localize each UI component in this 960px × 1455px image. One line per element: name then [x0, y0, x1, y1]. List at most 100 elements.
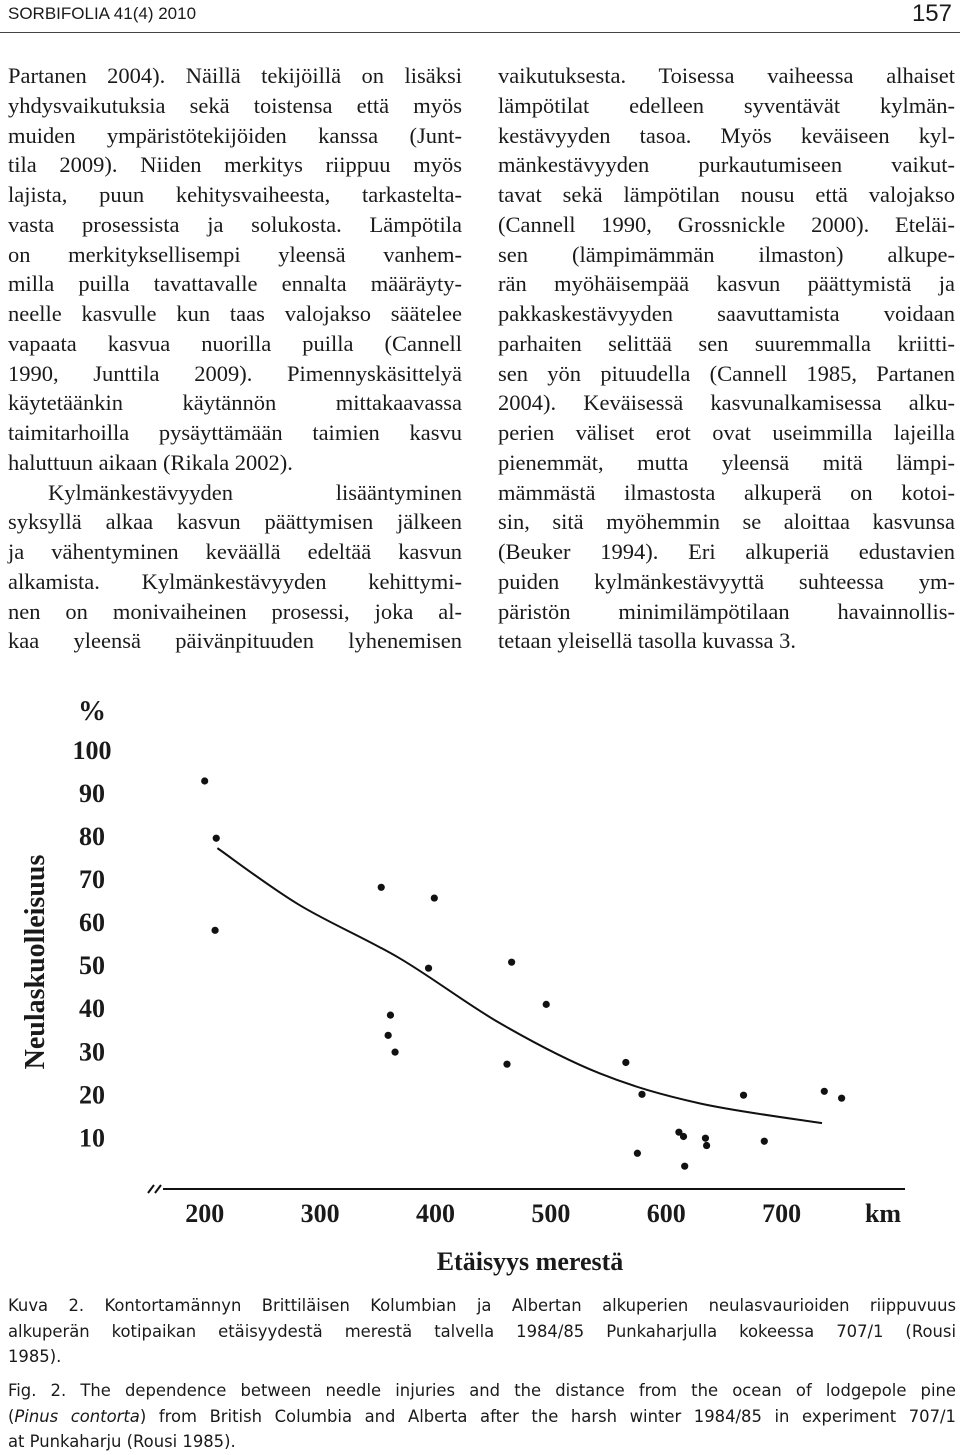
caption-line: (Pinus contorta) from British Columbia a…: [8, 1406, 956, 1428]
text-line: milla puilla tavattavalle ennalta määräy…: [8, 271, 462, 297]
data-point: [638, 1090, 646, 1098]
x-tick-label: 500: [531, 1199, 570, 1228]
caption-text: ) from British Columbia and Alberta afte…: [139, 1406, 956, 1426]
text-line: alkamista. Kylmänkestävyyden kehittymi-: [8, 568, 462, 594]
data-point: [508, 958, 516, 966]
data-point: [838, 1094, 846, 1102]
text-line: parhaiten selittää sen suuremmalla kriit…: [498, 330, 955, 356]
y-tick-label: 50: [79, 951, 105, 980]
x-tick-label: 400: [416, 1199, 455, 1228]
text-line: 1990, Junttila 2009). Pimennyskäsittelyä: [8, 360, 462, 386]
x-unit: km: [865, 1199, 901, 1228]
text-line: taimitarhoilla pysäyttämään taimien kasv…: [8, 420, 462, 445]
text-line: tavat sekä lämpötilan nousu että valojak…: [498, 182, 955, 207]
data-point: [703, 1141, 711, 1150]
data-point: [542, 1000, 550, 1008]
text-line: Partanen 2004). Näillä tekijöillä on lis…: [8, 63, 462, 88]
y-tick-label: 100: [73, 736, 112, 765]
text-line: käytetäänkin käytännön mittakaavassa: [8, 390, 462, 416]
data-point: [391, 1048, 399, 1056]
data-point: [424, 964, 433, 972]
caption-text: (: [8, 1406, 15, 1426]
page-number: 157: [911, 0, 952, 27]
caption-line: at Punkaharju (Rousi 1985).: [8, 1432, 236, 1451]
data-point: [675, 1128, 683, 1136]
text-line: nen on monivaiheinen prosessi, joka al-: [8, 598, 462, 624]
y-tick-label: 70: [79, 865, 105, 894]
text-line: haluttuun aikaan (Rikala 2002).: [8, 449, 293, 475]
text-line: kaa yleensä päivänpituuden lyhenemisen: [8, 628, 462, 654]
text-line: vaikutuksesta. Toisessa vaiheessa alhais…: [498, 63, 955, 88]
text-line: muiden ympäristötekijöiden kanssa (Junt-: [8, 122, 462, 148]
text-line: mänkestävyyden purkautumiseen vaikut-: [498, 152, 955, 178]
x-axis-title: Etäisyys merestä: [437, 1247, 624, 1276]
x-tick-label: 300: [301, 1199, 340, 1228]
data-point: [820, 1087, 828, 1095]
text-line: vasta prosessista ja solukosta. Lämpötil…: [8, 211, 462, 237]
y-tick-label: 20: [79, 1080, 105, 1109]
text-line: sin, sitä myöhemmin se aloittaa kasvunsa: [498, 509, 955, 535]
data-point: [212, 834, 220, 842]
text-line: tila 2009). Niiden merkitys riippuu myös: [8, 152, 462, 178]
x-tick-label: 700: [762, 1199, 801, 1228]
text-line: sen (lämpimämmän ilmaston) alkupe-: [498, 241, 955, 267]
text-line: Kylmänkestävyyden lisääntyminen: [48, 479, 462, 505]
data-point: [201, 777, 209, 785]
axis-break: [147, 1184, 155, 1194]
y-tick-label: 90: [79, 779, 105, 808]
y-unit: %: [78, 696, 106, 727]
y-tick-label: 80: [79, 822, 105, 851]
data-point: [622, 1058, 630, 1067]
text-line: lämpötilat edelleen syventävät kylmän-: [498, 92, 955, 118]
header-rule: [0, 32, 960, 33]
text-line: kestävyyden tasoa. Myös keväiseen kyl-: [498, 122, 955, 148]
text-line: tetaan yleisellä tasolla kuvassa 3.: [498, 628, 797, 654]
data-point: [386, 1011, 395, 1019]
text-line: pakkaskestävyyden saavuttamista voidaan: [498, 301, 955, 326]
axis-break: [154, 1184, 162, 1194]
text-line: puiden kylmänkestävyyttä suhteessa ym-: [498, 568, 955, 594]
text-line: syksyllä alkaa kasvun päättymisen jälkee…: [8, 509, 462, 535]
text-line: (Beuker 1994). Eri alkuperiä edustavien: [498, 539, 955, 564]
data-point: [739, 1091, 748, 1099]
chart: % km Etäisyys merestä Neulaskuolleisuus …: [20, 696, 905, 1276]
text-line: vapaata kasvua nuorilla puilla (Cannell: [8, 330, 462, 356]
x-axis: [147, 1184, 905, 1194]
data-point: [430, 894, 438, 902]
text-line: perien väliset erot ovat useimmilla laje…: [498, 420, 955, 445]
data-point: [211, 926, 219, 934]
fit-curve: [216, 847, 823, 1125]
x-tick-label: 200: [185, 1199, 224, 1228]
caption-line: Kuva 2. Kontortamännyn Brittiläisen Kolu…: [8, 1296, 956, 1315]
x-tick-label: 600: [647, 1199, 686, 1228]
data-point: [384, 1031, 392, 1039]
y-tick-label: 60: [79, 908, 105, 937]
text-line: neelle kasvulle kun taas valojakso sääte…: [8, 301, 462, 326]
text-line: pienemmät, mutta yleensä mitä lämpi-: [498, 449, 955, 475]
species-name: Pinus contorta: [14, 1406, 140, 1426]
text-line: rän myöhäisempää kasvun päättymistä ja: [498, 271, 955, 297]
y-axis-title: Neulaskuolleisuus: [20, 855, 51, 1070]
text-line: lajista, puun kehitysvaiheesta, tarkaste…: [8, 182, 462, 207]
caption-line: 1985).: [8, 1347, 62, 1366]
data-point: [679, 1132, 688, 1141]
text-line: mämmästä ilmastosta alkuperä on kotoi-: [498, 479, 955, 505]
journal-header: SORBIFOLIA 41(4) 2010: [8, 4, 197, 23]
text-line: ja vähentyminen keväällä edeltää kasvun: [8, 539, 462, 564]
text-line: (Cannell 1990, Grossnickle 2000). Eteläi…: [498, 211, 955, 237]
y-tick-label: 30: [79, 1037, 105, 1066]
y-tick-label: 40: [79, 994, 105, 1023]
data-point: [633, 1149, 641, 1157]
caption-line: alkuperän kotipaikan etäisyydestä merest…: [8, 1321, 956, 1341]
data-point: [681, 1162, 689, 1170]
text-line: sen yön pituudella (Cannell 1985, Partan…: [498, 360, 955, 386]
data-point: [377, 883, 385, 891]
y-tick-label: 10: [79, 1123, 105, 1152]
data-point: [760, 1137, 768, 1145]
data-point: [503, 1060, 511, 1068]
data-point: [701, 1134, 710, 1142]
text-line: on merkityksellisempi yleensä vanhem-: [8, 241, 462, 267]
text-line: päristön minimilämpötilaan havainnollis-: [498, 598, 955, 624]
text-line: 2004). Keväisessä kasvunalkamisessa alku…: [498, 390, 955, 416]
